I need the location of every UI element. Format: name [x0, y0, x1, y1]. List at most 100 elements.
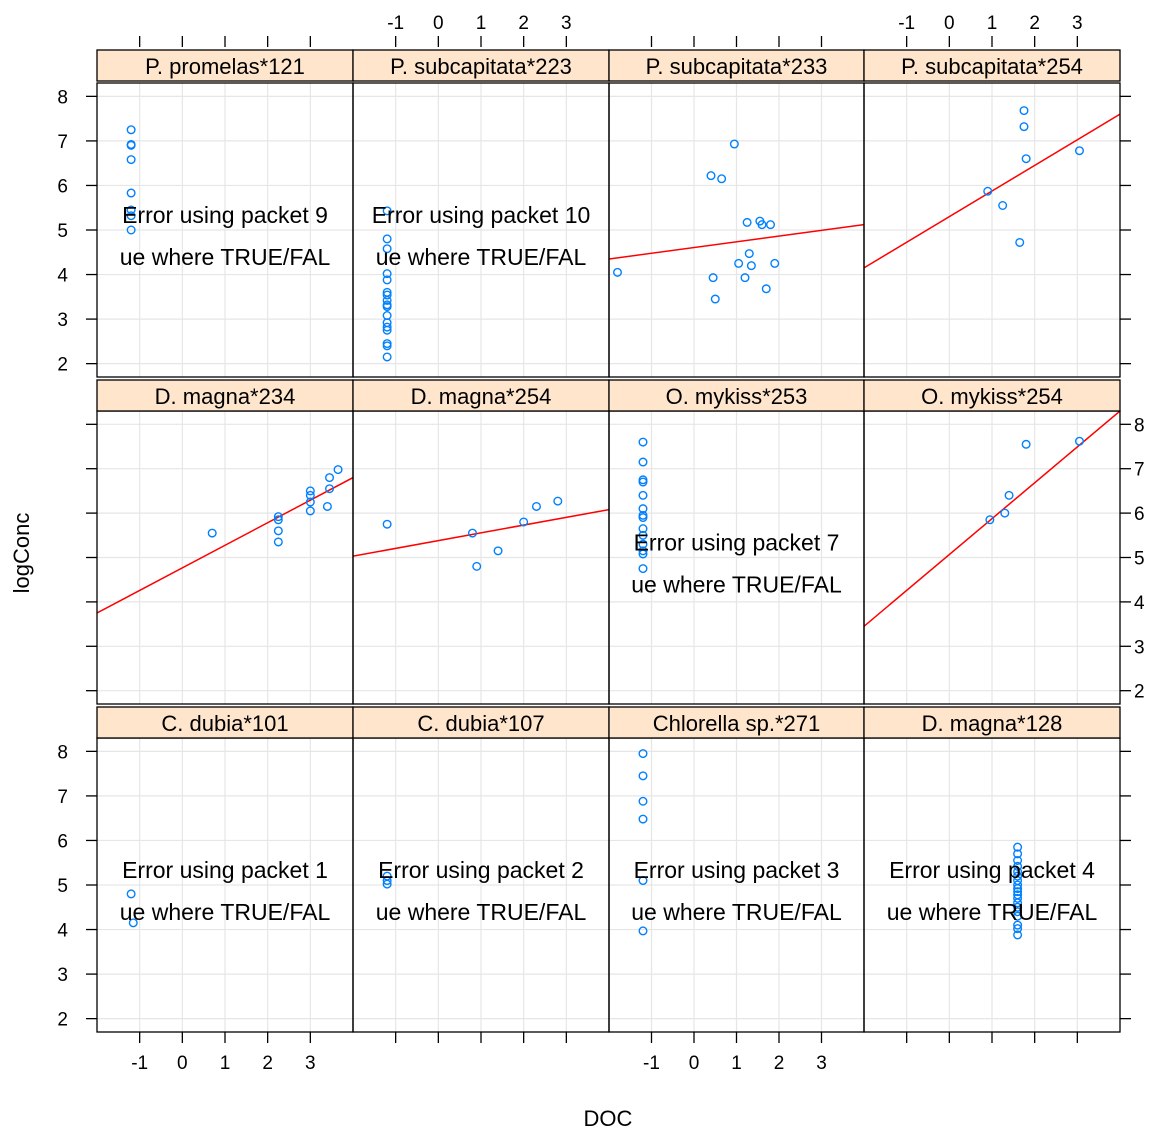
tick-label: 2	[1029, 13, 1040, 34]
data-point	[734, 258, 744, 268]
data-point	[382, 519, 392, 529]
panel-title: P. subcapitata*233	[646, 54, 828, 79]
tick-label: 4	[1134, 593, 1145, 614]
data-point	[1004, 490, 1014, 500]
data-point	[1013, 880, 1023, 890]
regression-line	[353, 508, 609, 557]
panel-error-message: Error using packet 9 ue where TRUE/FAL	[120, 202, 331, 270]
data-point	[1013, 842, 1023, 852]
error-text: Error using packet 3	[634, 857, 840, 883]
data-point	[382, 325, 392, 335]
panel-strip	[352, 706, 610, 739]
data-point	[638, 749, 648, 759]
data-point	[638, 530, 648, 540]
data-point	[1013, 887, 1023, 897]
data-point	[519, 517, 529, 527]
panel-title: D. magna*128	[922, 711, 1063, 736]
panel-title: C. dubia*101	[161, 711, 288, 736]
panel-strip	[863, 706, 1121, 739]
tick-label: 0	[689, 1053, 700, 1074]
panel-error-message: Error using packet 2 ue where TRUE/FAL	[376, 857, 587, 925]
tick-label: 8	[57, 87, 68, 108]
data-point	[382, 295, 392, 305]
panel-error-message: Error using packet 1 ue where TRUE/FAL	[120, 857, 331, 925]
tick-label: 3	[57, 310, 68, 331]
data-point	[1015, 237, 1025, 247]
error-text: Error using packet 1	[122, 857, 328, 883]
tick-label: 2	[774, 1053, 785, 1074]
error-text: ue where TRUE/FAL	[376, 899, 587, 925]
panel-strip	[608, 706, 865, 739]
regression-line	[609, 223, 864, 260]
data-point	[126, 155, 136, 165]
tick-label: 2	[262, 1053, 273, 1074]
panel-strip	[863, 49, 1121, 82]
data-point	[757, 220, 767, 230]
data-point	[531, 501, 541, 511]
data-point	[1021, 439, 1031, 449]
data-point	[638, 437, 648, 447]
error-text: Error using packet 9	[122, 202, 328, 228]
data-point	[1021, 154, 1031, 164]
tick-label: 2	[518, 13, 529, 34]
data-point	[273, 537, 283, 547]
data-point	[1013, 924, 1023, 934]
data-point	[305, 497, 315, 507]
error-text: Error using packet 10	[372, 202, 591, 228]
tick-label: -1	[898, 13, 915, 34]
data-point	[305, 490, 315, 500]
error-text: Error using packet 2	[378, 857, 584, 883]
data-point	[382, 269, 392, 279]
panel-title: O. mykiss*254	[921, 384, 1063, 409]
tick-label: 1	[476, 13, 487, 34]
data-point	[638, 771, 648, 781]
tick-label: 3	[1134, 637, 1145, 658]
tick-label: 8	[57, 742, 68, 763]
data-point	[638, 457, 648, 467]
data-point	[1013, 861, 1023, 871]
data-point	[305, 506, 315, 516]
data-point	[1074, 436, 1084, 446]
data-point	[638, 504, 648, 514]
panel-error-message: Error using packet 4 ue where TRUE/FAL	[887, 857, 1098, 925]
y-axis-label: logConc	[9, 513, 34, 594]
data-point	[638, 477, 648, 487]
data-point	[382, 275, 392, 285]
panel-error-message: Error using packet 3 ue where TRUE/FAL	[631, 857, 842, 925]
data-point	[1013, 849, 1023, 859]
data-point	[126, 125, 136, 135]
data-point	[761, 284, 771, 294]
data-point	[1013, 898, 1023, 908]
tick-label: 5	[1134, 549, 1145, 570]
data-point	[128, 918, 138, 928]
data-point	[742, 217, 752, 227]
panel-strip	[96, 706, 354, 739]
panel-strip	[863, 379, 1121, 412]
tick-label: 3	[816, 1053, 827, 1074]
data-point	[325, 484, 335, 494]
panel-title: P. subcapitata*254	[901, 54, 1083, 79]
data-point	[553, 496, 563, 506]
data-point	[126, 205, 136, 215]
error-text: ue where TRUE/FAL	[120, 244, 331, 270]
data-point	[638, 876, 648, 886]
data-point	[708, 273, 718, 283]
data-point	[638, 539, 648, 549]
data-point	[638, 549, 648, 559]
tick-label: 4	[57, 921, 68, 942]
x-axis-label: DOC	[584, 1106, 633, 1131]
error-text: ue where TRUE/FAL	[631, 572, 842, 598]
data-point	[207, 528, 217, 538]
tick-label: 6	[57, 831, 68, 852]
data-point	[638, 926, 648, 936]
data-point	[638, 546, 648, 556]
tick-label: 3	[57, 965, 68, 986]
data-point	[770, 258, 780, 268]
data-point	[1013, 907, 1023, 917]
regression-line	[97, 476, 353, 614]
panel-strip	[608, 49, 865, 82]
panel-title: O. mykiss*253	[666, 384, 808, 409]
data-point	[382, 876, 392, 886]
tick-label: 3	[1072, 13, 1083, 34]
